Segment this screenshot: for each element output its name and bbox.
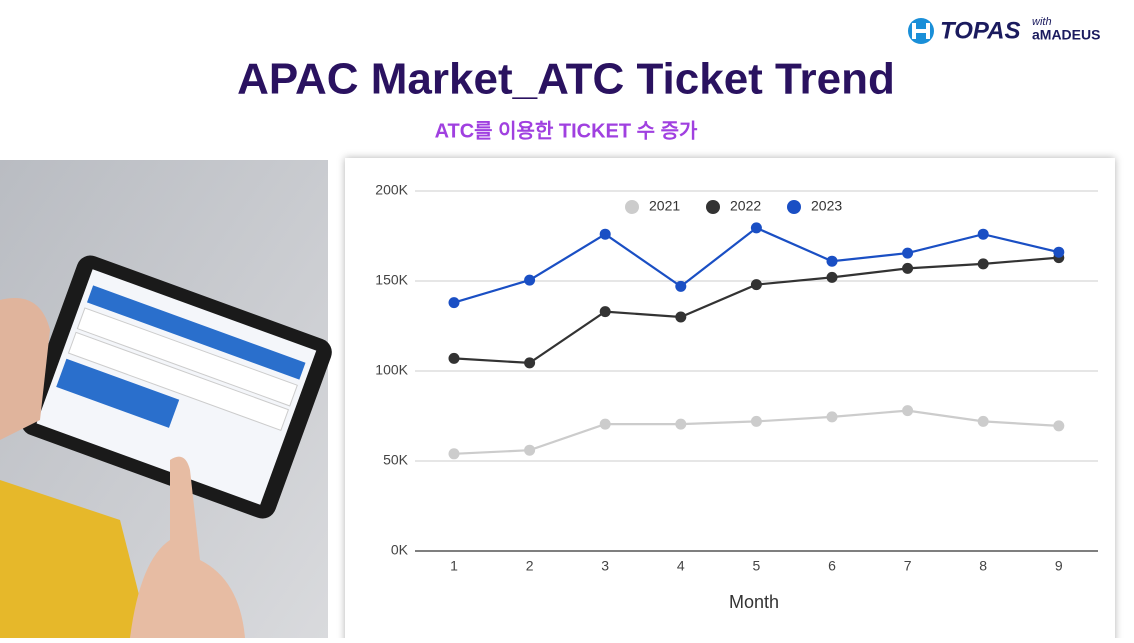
- data-point: [1053, 420, 1065, 432]
- y-tick-label: 0K: [391, 542, 409, 558]
- y-tick-label: 50K: [383, 452, 409, 468]
- x-tick-label: 7: [904, 558, 912, 574]
- subtitle: ATC를 이용한 TICKET 수 증가: [435, 119, 698, 142]
- data-point: [599, 418, 611, 430]
- data-point: [977, 228, 989, 240]
- data-point: [826, 271, 838, 283]
- x-tick-label: 1: [450, 558, 458, 574]
- data-point: [675, 280, 687, 292]
- x-tick-label: 8: [979, 558, 987, 574]
- x-tick-label: 2: [526, 558, 534, 574]
- data-point: [524, 444, 536, 456]
- x-tick-label: 3: [601, 558, 609, 574]
- legend-label: 2021: [649, 198, 680, 214]
- data-point: [902, 262, 914, 274]
- legend-marker: [625, 200, 639, 214]
- chart: 0K 50K 100K 150K 200K 1 2 3 4 5 6 7 8 9 2021 2022 2023: [375, 182, 1098, 574]
- chart-panel: [345, 158, 1115, 643]
- data-point: [524, 274, 536, 286]
- data-point: [599, 228, 611, 240]
- data-point: [448, 352, 460, 364]
- data-point: [902, 247, 914, 259]
- y-tick-label: 200K: [375, 182, 408, 198]
- y-tick-label: 150K: [375, 272, 408, 288]
- legend-label: 2023: [811, 198, 842, 214]
- data-point: [675, 418, 687, 430]
- legend-marker: [787, 200, 801, 214]
- data-point: [750, 415, 762, 427]
- data-point: [826, 255, 838, 267]
- data-point: [977, 258, 989, 270]
- x-axis-label: Month: [729, 592, 779, 612]
- photo: [0, 160, 332, 638]
- x-tick-label: 5: [753, 558, 761, 574]
- data-point: [675, 311, 687, 323]
- legend-marker: [706, 200, 720, 214]
- x-tick-label: 4: [677, 558, 685, 574]
- logo: TOPAS with aMADEUS: [908, 16, 1100, 44]
- x-tick-label: 9: [1055, 558, 1063, 574]
- title: APAC Market_ATC Ticket Trend: [237, 55, 895, 104]
- data-point: [750, 222, 762, 234]
- logo-partner: aMADEUS: [1032, 27, 1100, 43]
- data-point: [599, 306, 611, 318]
- logo-brand: TOPAS: [940, 17, 1020, 44]
- data-point: [524, 357, 536, 369]
- data-point: [977, 415, 989, 427]
- logo-with: with: [1032, 16, 1052, 28]
- data-point: [750, 279, 762, 291]
- y-tick-label: 100K: [375, 362, 408, 378]
- data-point: [1053, 246, 1065, 258]
- data-point: [448, 448, 460, 460]
- legend-label: 2022: [730, 198, 761, 214]
- data-point: [448, 297, 460, 309]
- data-point: [902, 405, 914, 417]
- data-point: [826, 411, 838, 423]
- x-tick-label: 6: [828, 558, 836, 574]
